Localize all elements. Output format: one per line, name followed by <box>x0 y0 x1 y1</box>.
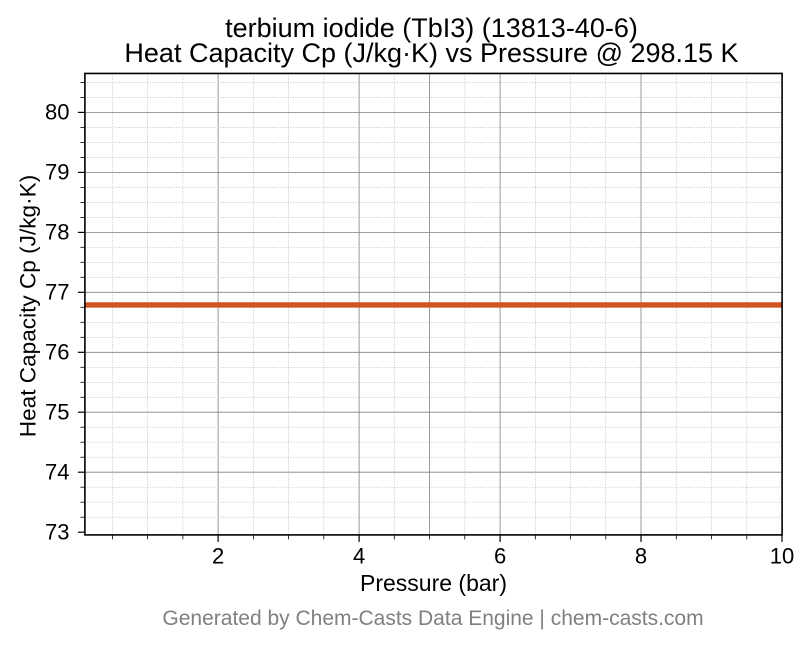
svg-text:79: 79 <box>45 160 69 185</box>
svg-text:Pressure (bar): Pressure (bar) <box>360 570 507 596</box>
svg-text:6: 6 <box>494 543 506 568</box>
svg-text:74: 74 <box>45 460 69 485</box>
svg-text:77: 77 <box>45 280 69 305</box>
svg-text:Heat Capacity Cp (J/kg·K) vs P: Heat Capacity Cp (J/kg·K) vs Pressure @ … <box>124 38 738 68</box>
svg-text:73: 73 <box>45 520 69 545</box>
svg-text:80: 80 <box>45 100 69 125</box>
svg-text:76: 76 <box>45 340 69 365</box>
svg-text:4: 4 <box>353 543 365 568</box>
svg-text:8: 8 <box>635 543 647 568</box>
svg-text:10: 10 <box>770 543 794 568</box>
svg-text:75: 75 <box>45 400 69 425</box>
svg-text:Generated by Chem-Casts Data E: Generated by Chem-Casts Data Engine | ch… <box>162 607 703 630</box>
svg-text:2: 2 <box>212 543 224 568</box>
svg-text:Heat Capacity Cp (J/kg·K): Heat Capacity Cp (J/kg·K) <box>16 175 41 437</box>
svg-text:78: 78 <box>45 220 69 245</box>
